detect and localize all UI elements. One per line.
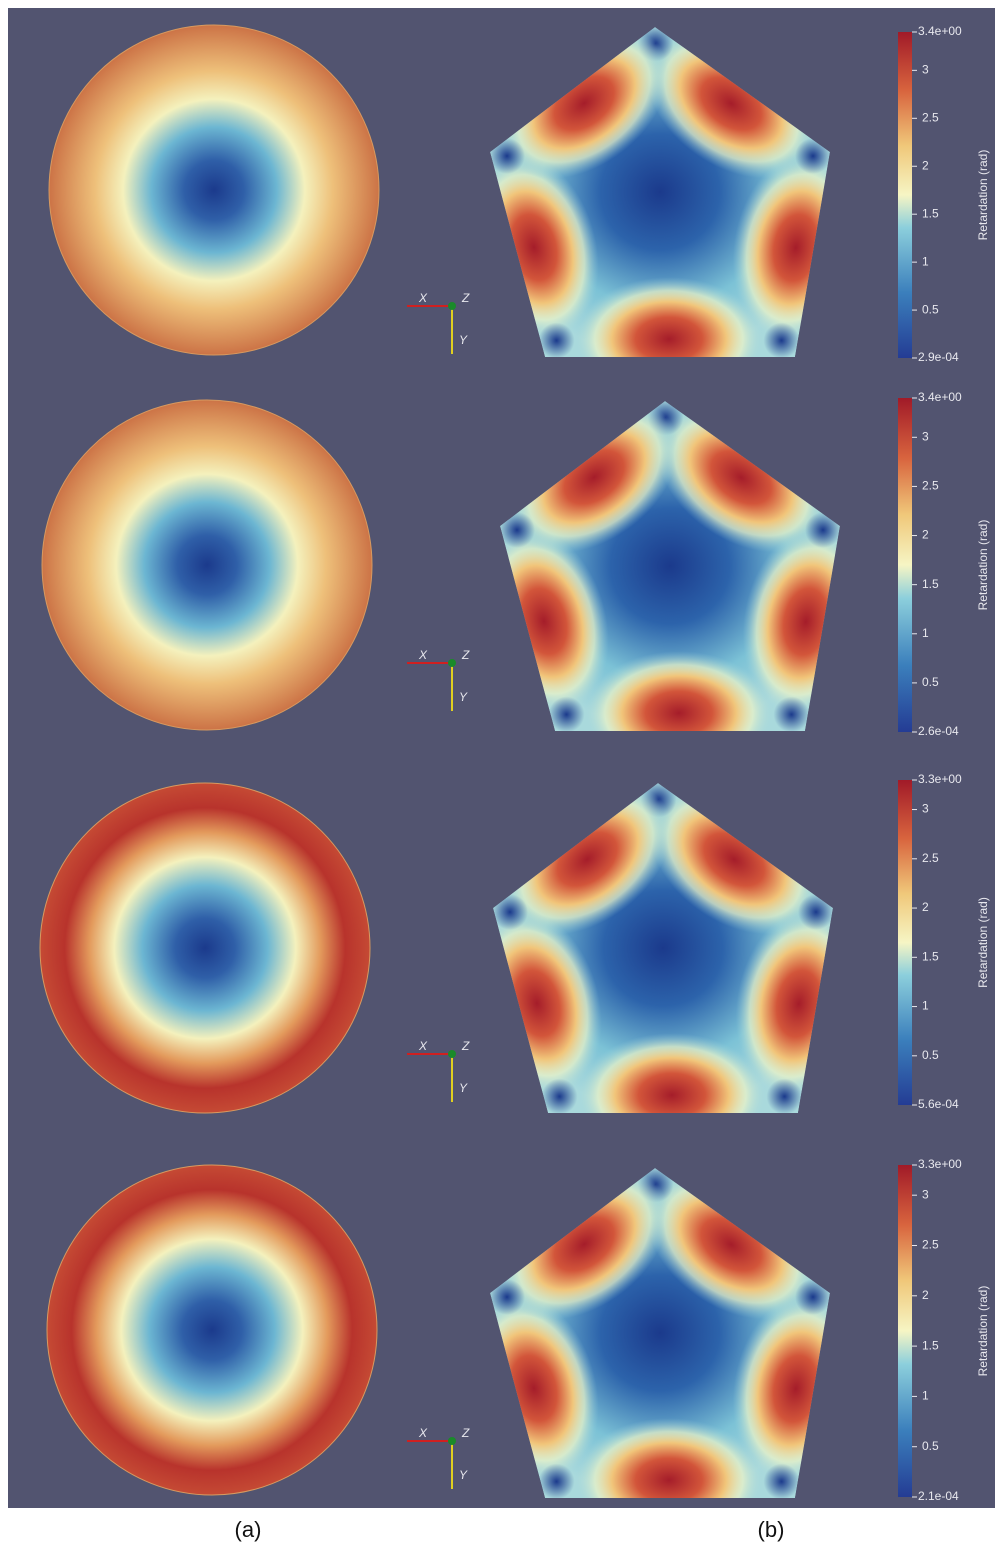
colorbar-label: 1.5 — [922, 949, 939, 963]
colorbar-label: 5.6e-04 — [918, 1097, 959, 1111]
corner-spot — [538, 322, 575, 357]
axis-label: X — [418, 1426, 428, 1440]
colorbar-label: 0.5 — [922, 675, 939, 689]
colorbar-label: 2.5 — [922, 851, 939, 865]
colorbar — [898, 780, 912, 1105]
axis-label: Y — [459, 333, 468, 347]
caption: (b) — [758, 1517, 785, 1542]
lobe — [576, 1033, 767, 1113]
corner-spot — [490, 138, 525, 174]
corner-spot — [500, 512, 535, 548]
colorbar — [898, 32, 912, 358]
lobe — [573, 1418, 764, 1498]
corner-spot — [805, 512, 840, 548]
axis-z — [448, 302, 456, 310]
colorbar-label: 2.1e-04 — [918, 1489, 959, 1503]
colorbar-label: 1.5 — [922, 577, 939, 591]
corner-spot — [795, 1279, 830, 1315]
colorbar-title: Retardation (rad) — [976, 897, 990, 988]
axis-label: Y — [459, 1081, 468, 1095]
caption: (a) — [235, 1517, 262, 1542]
corner-spot — [766, 1078, 803, 1113]
colorbar-label: 3 — [922, 802, 929, 816]
corner-spot — [493, 894, 528, 930]
colorbar-title: Retardation (rad) — [976, 1286, 990, 1377]
axis-z — [448, 1437, 456, 1445]
axis-label: Z — [461, 648, 470, 662]
colorbar-label: 2.6e-04 — [918, 724, 959, 738]
corner-spot — [538, 1463, 575, 1498]
disc-field — [48, 24, 380, 356]
colorbar-label: 2 — [922, 1288, 929, 1302]
colorbar-label: 3.3e+00 — [918, 1157, 962, 1171]
colorbar-label: 1.5 — [922, 1338, 939, 1352]
colorbar-label: 0.5 — [922, 302, 939, 316]
corner-spot — [763, 322, 800, 357]
colorbar-label: 0.5 — [922, 1048, 939, 1062]
colorbar — [898, 398, 912, 732]
axis-label: Z — [461, 291, 470, 305]
colorbar-label: 2.5 — [922, 479, 939, 493]
lobe — [573, 277, 764, 357]
corner-spot — [763, 1463, 800, 1498]
colorbar-label: 3.4e+00 — [918, 24, 962, 38]
axis-label: Z — [461, 1039, 470, 1053]
colorbar-label: 2 — [922, 158, 929, 172]
disc-field — [39, 782, 371, 1114]
colorbar-label: 2 — [922, 900, 929, 914]
colorbar-label: 2 — [922, 528, 929, 542]
corner-spot — [490, 1279, 525, 1315]
colorbar-label: 3.4e+00 — [918, 390, 962, 404]
corner-spot — [795, 138, 830, 174]
disc-field — [46, 1164, 378, 1496]
axis-label: Y — [459, 1468, 468, 1482]
corner-spot — [541, 1078, 578, 1113]
colorbar-label: 0.5 — [922, 1439, 939, 1453]
colorbar-title: Retardation (rad) — [976, 520, 990, 611]
colorbar-label: 2.9e-04 — [918, 350, 959, 364]
corner-spot — [548, 696, 585, 731]
colorbar-label: 1.5 — [922, 206, 939, 220]
colorbar-label: 2.5 — [922, 1238, 939, 1252]
colorbar-label: 3 — [922, 429, 929, 443]
disc-field — [41, 399, 373, 731]
axis-z — [448, 659, 456, 667]
axis-label: Z — [461, 1426, 470, 1440]
axis-label: Y — [459, 690, 468, 704]
axis-z — [448, 1050, 456, 1058]
colorbar-label: 3.3e+00 — [918, 772, 962, 786]
colorbar-label: 2.5 — [922, 110, 939, 124]
axis-label: X — [418, 648, 428, 662]
colorbar-label: 1 — [922, 626, 929, 640]
corner-spot — [798, 894, 833, 930]
corner-spot — [773, 696, 810, 731]
axis-label: X — [418, 291, 428, 305]
colorbar-label: 3 — [922, 63, 929, 77]
axis-label: X — [418, 1039, 428, 1053]
colorbar-title: Retardation (rad) — [976, 150, 990, 241]
colorbar-label: 1 — [922, 254, 929, 268]
colorbar-label: 3 — [922, 1187, 929, 1201]
colorbar-label: 1 — [922, 1389, 929, 1403]
colorbar — [898, 1165, 912, 1497]
colorbar-label: 1 — [922, 999, 929, 1013]
lobe — [583, 651, 774, 731]
